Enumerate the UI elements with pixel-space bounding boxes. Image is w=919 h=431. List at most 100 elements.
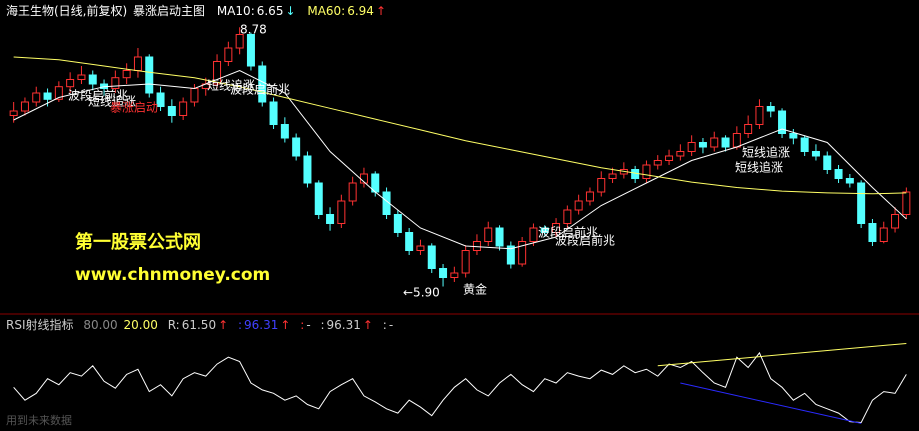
c-dash: - <box>306 318 311 332</box>
candle-body <box>167 106 176 116</box>
d-value: 96.31 <box>326 318 361 332</box>
candle-body <box>857 182 866 224</box>
candle-body <box>427 245 436 269</box>
candle-body <box>450 272 459 278</box>
candle-body <box>811 151 820 157</box>
candle-body <box>800 137 809 152</box>
candle-body <box>631 169 640 179</box>
candle-body <box>405 232 414 251</box>
b-value: 96.31 <box>244 318 279 332</box>
candle-body <box>43 92 52 100</box>
candle-body <box>789 133 798 139</box>
candle-body <box>156 92 165 107</box>
candle-body <box>133 56 142 71</box>
candle-body <box>879 227 888 242</box>
candle-body <box>676 151 685 157</box>
candle-body <box>902 191 911 215</box>
r-value: 61.50 <box>181 318 217 332</box>
ma-line <box>13 69 907 250</box>
candle-body <box>710 137 719 148</box>
b-arrow: ↑ <box>280 318 291 332</box>
annotation: 暴涨启动 <box>110 100 158 115</box>
annotation: 波段启前兆 <box>230 82 290 97</box>
candle-body <box>891 214 900 229</box>
candle-body <box>179 101 188 116</box>
candle-body <box>608 173 617 179</box>
d-label: : <box>320 318 325 332</box>
candle-body <box>506 245 515 265</box>
ma60-value: 6.94 <box>347 4 374 18</box>
ma60-label: MA60: <box>307 4 346 18</box>
stock-name: 海王生物(日线,前复权) <box>6 4 128 18</box>
candle-body <box>122 70 131 79</box>
ma-line <box>13 56 907 195</box>
candle-body <box>269 101 278 125</box>
candle-body <box>280 124 289 139</box>
footer-note: 用到未来数据 <box>6 413 72 427</box>
e-dash: - <box>388 318 394 332</box>
candle-body <box>393 214 402 233</box>
annotation: 波段启前兆 <box>538 225 598 240</box>
annotation: 8.78 <box>240 23 267 37</box>
d-arrow: ↑ <box>362 318 373 332</box>
annotation: 短线追涨 <box>207 78 255 93</box>
annotation: 波段启前兆 <box>68 88 128 103</box>
rsi-header: RSI射线指标 80.00 20.00 R: 61.50 ↑ :96.31 ↑ :- … <box>6 316 395 333</box>
rsi-level: 80.00 <box>83 318 118 332</box>
candle-body <box>9 110 18 116</box>
r-label: R: <box>167 318 180 332</box>
rsi-line <box>13 351 907 424</box>
annotation: 短线追涨 <box>735 160 783 175</box>
candle-body <box>585 191 594 202</box>
candle-body <box>755 106 764 125</box>
candle-body <box>563 209 572 224</box>
candle-body <box>845 178 854 184</box>
candle-body <box>823 155 832 170</box>
candle-body <box>32 92 41 103</box>
candle-body <box>20 101 29 112</box>
candle-body <box>66 79 75 88</box>
annotation: 波段启前兆 <box>555 233 615 248</box>
candle-body <box>314 182 323 215</box>
candle-body <box>597 178 606 193</box>
rsi-level: 20.00 <box>123 318 158 332</box>
candle-body <box>653 160 662 166</box>
candle-body <box>326 214 335 224</box>
candle-body <box>472 241 481 251</box>
candle-body <box>416 245 425 251</box>
e-label: : <box>382 318 387 332</box>
ma10-label: MA10: <box>216 4 255 18</box>
candle-body <box>439 268 448 278</box>
candle-body <box>77 74 86 80</box>
rsi-ray <box>680 382 862 424</box>
ma10-value: 6.65 <box>256 4 284 18</box>
candle-body <box>732 133 741 148</box>
annotation: ←5.90 <box>403 286 440 300</box>
candle-body <box>461 250 470 274</box>
ma10-arrow: ↓ <box>285 4 296 18</box>
candle-body <box>518 241 527 265</box>
candle-body <box>213 61 222 85</box>
indicator-name: 暴涨启动主图 <box>133 4 206 18</box>
candle-body <box>529 227 538 242</box>
candle-body <box>540 227 549 233</box>
candle-body <box>88 74 97 85</box>
candle-body <box>868 223 877 242</box>
candle-body <box>484 227 493 242</box>
candle-body <box>721 137 730 148</box>
candle-body <box>54 86 63 100</box>
candle-body <box>766 106 775 112</box>
candle-body <box>224 47 233 62</box>
r-arrow: ↑ <box>218 318 229 332</box>
candle-body <box>495 227 504 247</box>
header: 海王生物(日线,前复权) 暴涨启动主图 MA10: 6.65 ↓ MA60: 6.94… <box>6 2 388 19</box>
ma60-arrow: ↑ <box>375 4 386 18</box>
candle-body <box>642 164 651 179</box>
rsi-title: RSI射线指标 <box>6 318 74 332</box>
candle-body <box>574 200 583 211</box>
candle-body <box>303 155 312 184</box>
candle-body <box>235 34 244 49</box>
rsi-ray <box>657 342 907 367</box>
